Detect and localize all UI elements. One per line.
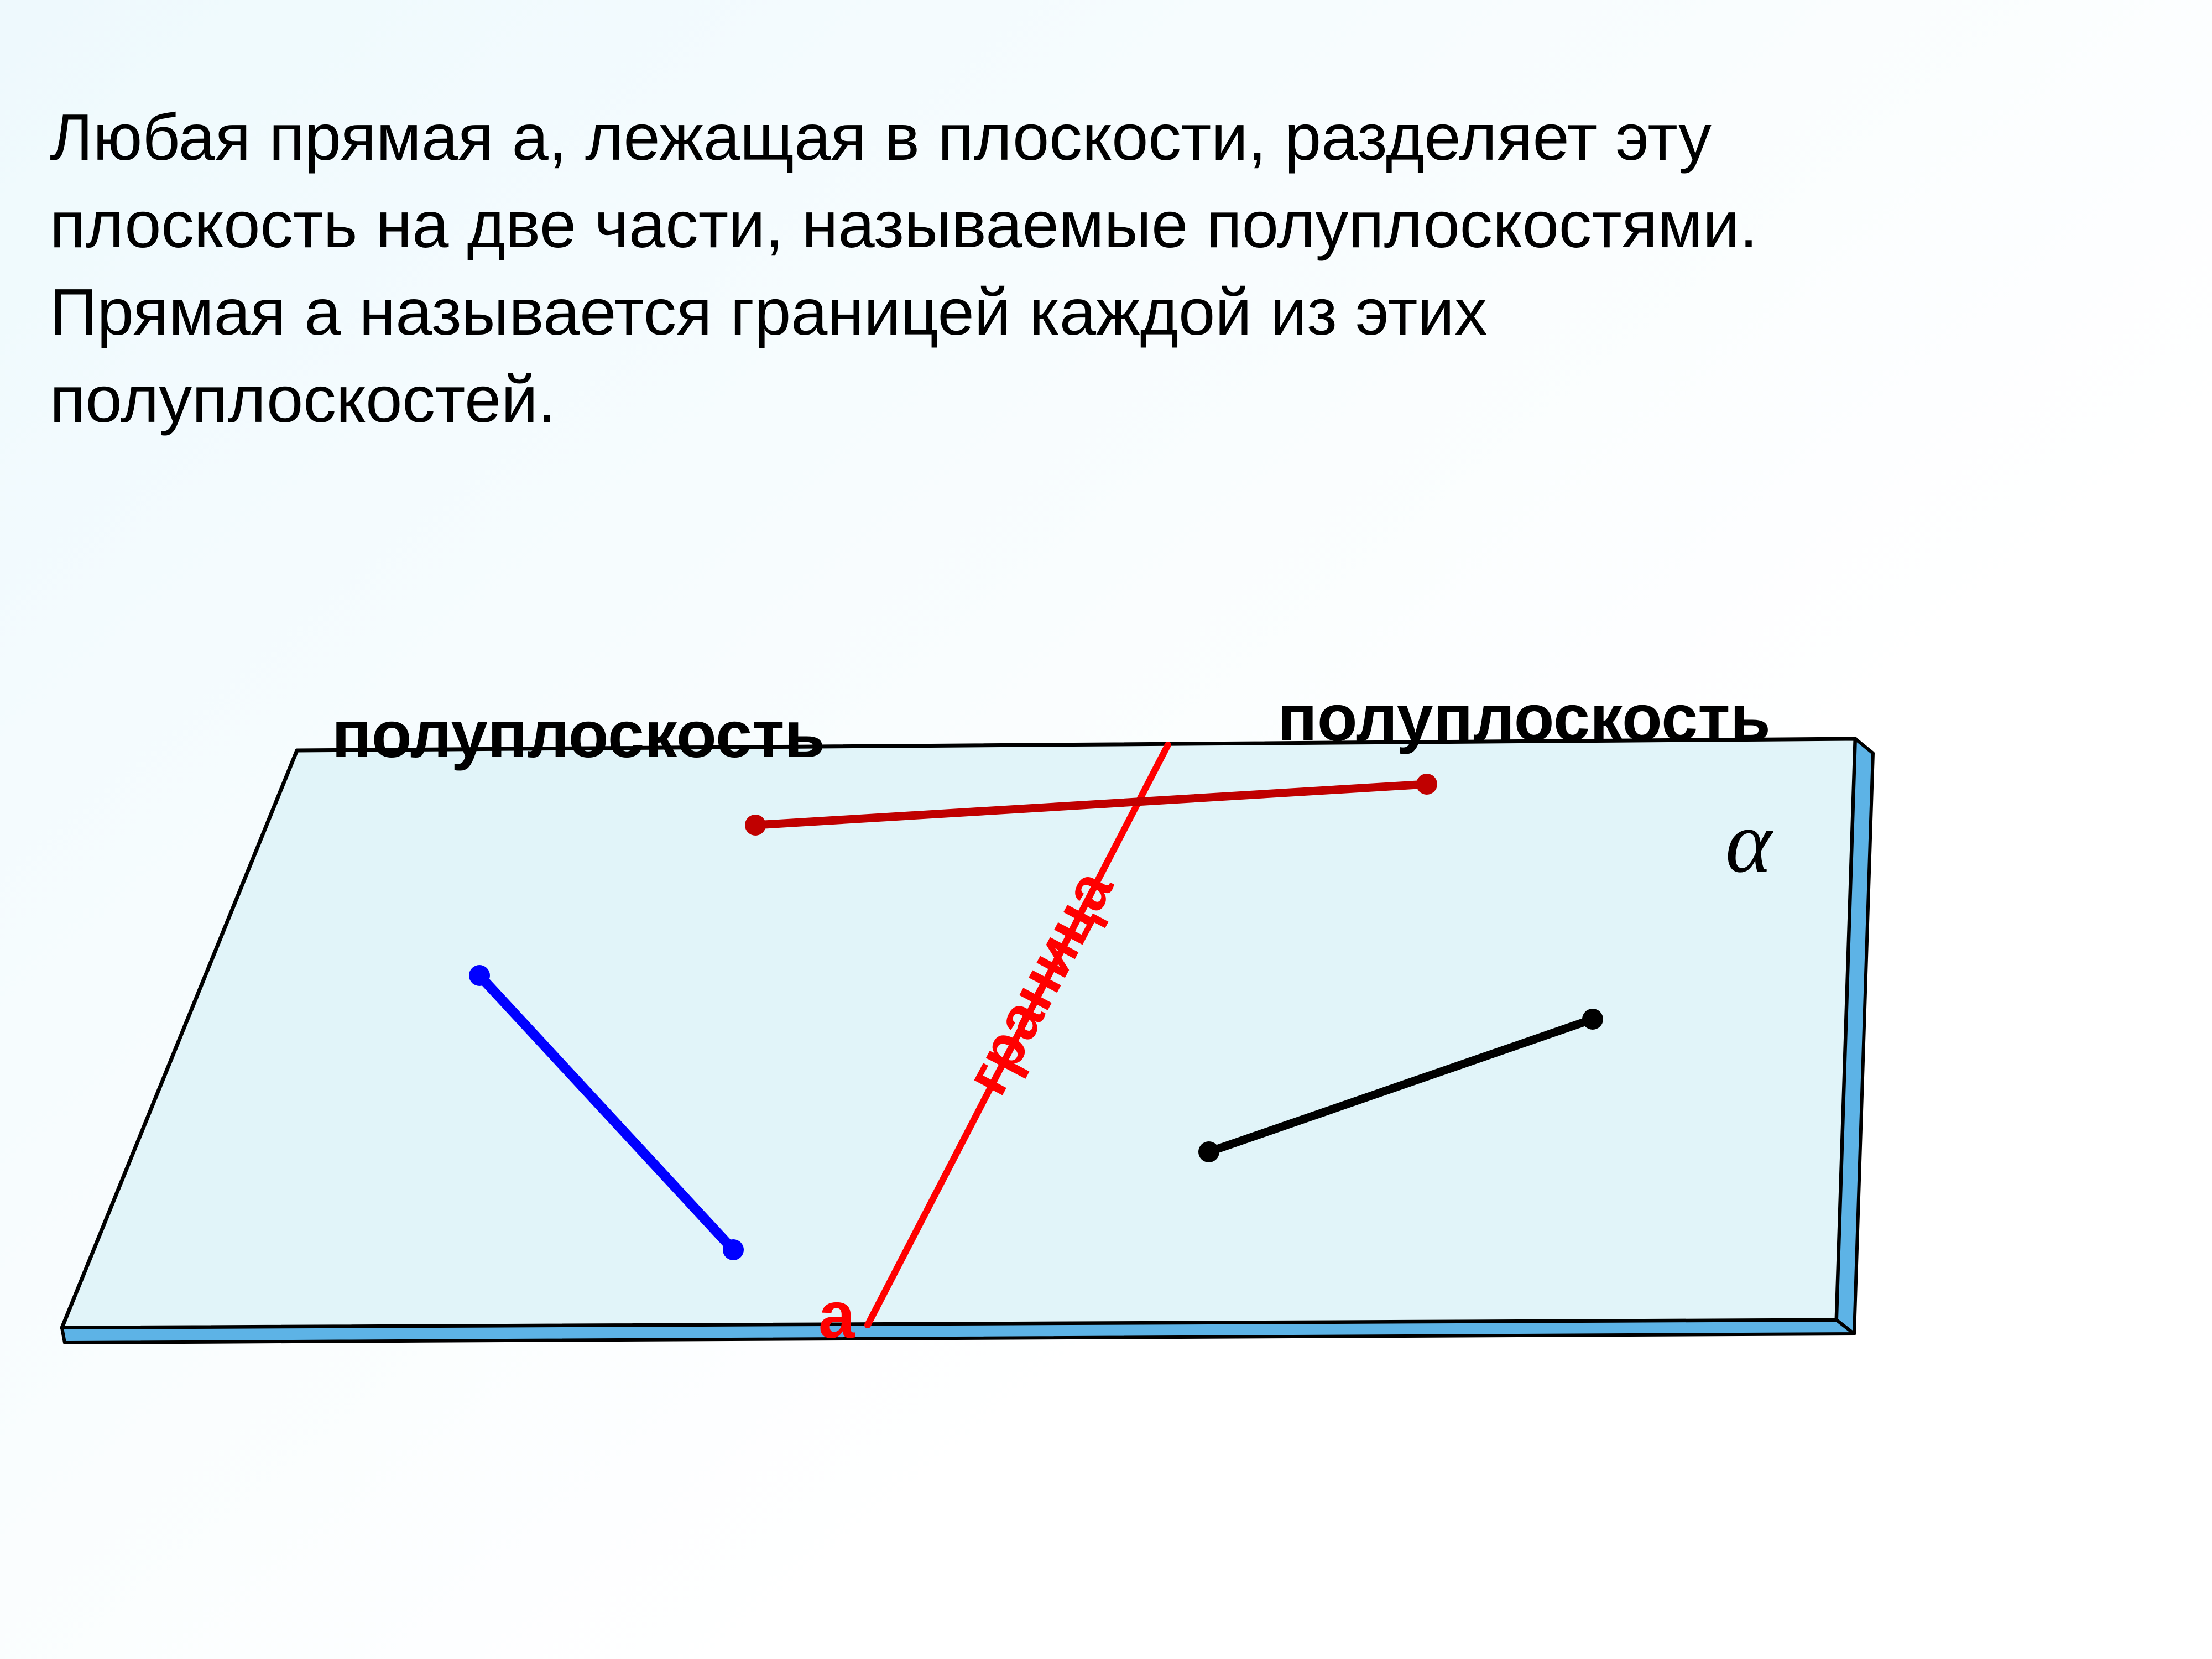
body-text: Любая прямая а, лежащая в плоскости, раз… [50,94,1758,444]
label-half-plane-right: полуплоскость [1277,680,1771,756]
label-half-plane-left: полуплоскость [332,697,825,773]
label-alpha: α [1725,791,1772,893]
slide: Любая прямая а, лежащая в плоскости, раз… [0,0,2212,1659]
plane-top-face [62,739,1855,1328]
label-line-a: а [818,1277,855,1353]
